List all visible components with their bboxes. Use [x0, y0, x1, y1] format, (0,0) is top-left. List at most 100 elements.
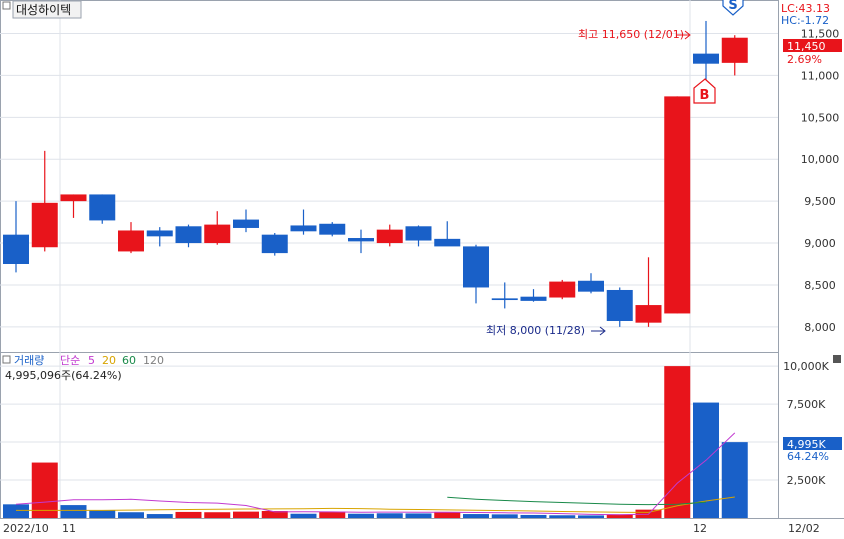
buy-marker-label: B — [700, 88, 710, 103]
volume-bar — [146, 514, 173, 518]
price-tick-label: 8,000 — [804, 321, 836, 334]
candle-body — [578, 280, 604, 292]
candle — [606, 287, 633, 327]
hc-label: HC:-1.72 — [781, 14, 829, 27]
candle-body — [233, 219, 259, 228]
candle-body — [606, 289, 633, 321]
candle — [60, 194, 87, 218]
price-tick-label: 10,000 — [801, 153, 840, 166]
candle — [290, 209, 317, 235]
candle — [434, 221, 461, 247]
candle-body — [60, 194, 87, 202]
volume-bar — [606, 514, 633, 518]
candle — [721, 35, 748, 76]
candle-body — [290, 225, 317, 232]
current-volume-label: 4,995K — [787, 438, 826, 451]
volume-bar — [89, 510, 116, 518]
low-arrow-icon — [591, 326, 606, 336]
x-label-11: 11 — [62, 522, 76, 535]
stock-name-box[interactable] — [12, 0, 82, 19]
current-volume-box — [783, 437, 842, 450]
candle-body — [721, 37, 748, 63]
candle-body — [463, 246, 489, 288]
candle — [376, 224, 403, 247]
volume-panel-close-icon[interactable] — [833, 355, 841, 363]
volume-panel-frame — [0, 352, 779, 519]
volume-bar — [549, 515, 576, 518]
candle — [31, 150, 58, 252]
candle-body — [89, 194, 116, 221]
volume-legend-ma-type: 단순 — [60, 354, 80, 367]
sell-marker-icon[interactable] — [722, 0, 744, 16]
volume-moving-averages — [15, 432, 736, 516]
candle-body — [3, 234, 29, 264]
volume-bar — [60, 505, 87, 518]
candle-body — [376, 229, 403, 244]
current-change-label: 2.69% — [787, 53, 822, 66]
candle — [405, 225, 432, 247]
ma60-volume-line — [447, 496, 707, 506]
current-volume-pct: 64.24% — [787, 450, 829, 463]
candle — [3, 201, 29, 273]
candle — [319, 222, 346, 237]
volume-legend-title: 거래량 — [14, 354, 44, 367]
low-annotation: 최저 8,000 (11/28) — [486, 324, 585, 337]
candle — [348, 229, 374, 254]
candle-body — [693, 53, 719, 64]
buy-marker-icon[interactable] — [693, 78, 716, 104]
sell-marker-label: S — [728, 0, 737, 13]
legend-period-120: 120 — [143, 354, 164, 367]
volume-tick-label: 2,500K — [787, 474, 826, 487]
candle-body — [31, 202, 58, 248]
volume-bar — [463, 514, 489, 518]
volume-info: 4,995,096주(64.24%) — [5, 369, 122, 382]
candle-body — [434, 238, 461, 247]
candle — [89, 194, 116, 224]
candlesticks — [3, 20, 748, 327]
candle-body — [146, 230, 173, 237]
volume-bar — [405, 513, 432, 518]
volume-bar — [319, 511, 346, 518]
x-label-2022-10: 2022/10 — [3, 522, 49, 535]
volume-bar — [721, 442, 748, 518]
high-arrow-icon — [677, 30, 691, 40]
high-annotation: 최고 11,650 (12/01) — [578, 28, 684, 41]
volume-gridlines — [0, 365, 778, 481]
candle — [549, 279, 576, 300]
candle — [233, 209, 259, 233]
legend-period-20: 20 — [102, 354, 116, 367]
volume-bar — [491, 514, 518, 518]
candle — [146, 227, 173, 247]
candle-body — [405, 226, 432, 241]
volume-bar — [118, 512, 144, 518]
candle — [664, 96, 691, 314]
volume-bar — [664, 366, 691, 518]
candle-body — [491, 298, 518, 301]
candle-body — [118, 230, 144, 252]
volume-axis-labels: 2,500K 7,500K 10,000K — [783, 360, 829, 487]
volume-bar — [233, 511, 259, 518]
volume-bar — [31, 462, 58, 518]
candle-body — [319, 223, 346, 235]
volume-toggle-icon[interactable] — [2, 355, 11, 364]
volume-bar — [376, 513, 403, 518]
candle — [463, 244, 489, 304]
volume-bar — [434, 511, 461, 518]
ma5-volume-line — [15, 432, 736, 516]
candle-body — [549, 281, 576, 298]
lc-label: LC:43.13 — [781, 2, 830, 15]
volume-tick-label: 7,500K — [787, 398, 826, 411]
volume-bar — [175, 511, 202, 518]
panel-toggle-icon[interactable] — [2, 1, 11, 10]
price-tick-label: 9,500 — [804, 195, 836, 208]
volume-bar — [3, 504, 29, 518]
candle-body — [175, 226, 202, 244]
candle-body — [635, 305, 662, 323]
candle-body — [348, 238, 374, 242]
candle — [635, 257, 662, 327]
volume-bar — [204, 512, 231, 518]
price-tick-label: 11,000 — [801, 69, 840, 82]
current-price-box — [783, 39, 842, 52]
candle-body — [261, 234, 288, 254]
